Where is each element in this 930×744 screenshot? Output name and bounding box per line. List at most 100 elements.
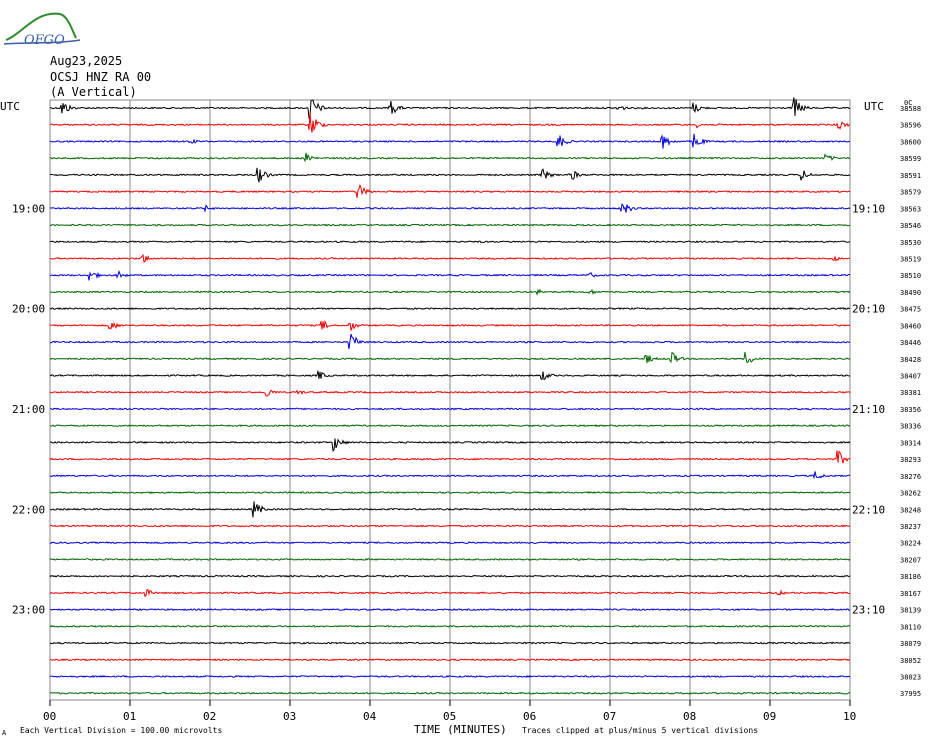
trace-offset-label: 38460 <box>900 322 921 330</box>
trace-offset-label: 38596 <box>900 122 921 130</box>
trace-row-8 <box>49 240 850 244</box>
trace-offset-label: 38407 <box>900 373 921 381</box>
trace-offset-label: 38224 <box>900 540 921 548</box>
scale-note: Each Vertical Division = 100.00 microvol… <box>20 726 222 735</box>
trace-offset-label: 38446 <box>900 339 921 347</box>
x-axis: 00 01 02 03 04 05 06 07 08 09 10 <box>43 700 856 723</box>
trace-offset-label: 38510 <box>900 272 921 280</box>
trace-offset-label: 38381 <box>900 389 921 397</box>
trace-row-28 <box>49 574 851 578</box>
trace-row-29 <box>49 589 851 598</box>
trace-row-2 <box>49 133 850 149</box>
trace-row-21 <box>49 450 851 464</box>
trace-offset-label: 38314 <box>900 439 921 447</box>
x-tick-label: 03 <box>283 710 296 723</box>
trace-row-15 <box>49 351 851 364</box>
hour-label-left: 22:00 <box>12 503 45 516</box>
utc-right-label: UTC <box>864 100 884 113</box>
hour-label-right: 23:10 <box>852 604 885 617</box>
x-tick-label: 07 <box>603 710 616 723</box>
x-tick-label: 00 <box>43 710 56 723</box>
trace-row-20 <box>49 438 851 452</box>
trace-offset-label: 38356 <box>900 406 921 414</box>
trace-row-4 <box>49 167 851 183</box>
trace-offset-label: 38023 <box>900 673 921 681</box>
trace-row-17 <box>49 389 851 397</box>
trace-offset-label: 38600 <box>900 138 921 146</box>
trace-offset-label: 38599 <box>900 155 921 163</box>
trace-row-3 <box>50 152 851 163</box>
trace-row-1 <box>49 112 851 133</box>
station-label: OCSJ HNZ RA 00 <box>50 70 152 84</box>
trace-offset-label: 38519 <box>900 255 921 263</box>
trace-row-19 <box>49 424 851 428</box>
trace-row-6 <box>49 203 851 213</box>
trace-row-27 <box>49 558 851 561</box>
trace-offset-label: 38167 <box>900 590 921 598</box>
x-tick-label: 05 <box>443 710 456 723</box>
trace-row-18 <box>49 407 851 411</box>
trace-offset-label: 38579 <box>900 189 921 197</box>
hour-label-right: 20:10 <box>852 303 885 316</box>
trace-row-30 <box>49 608 851 612</box>
trace-offset-label: 38563 <box>900 205 921 213</box>
date-label: Aug23,2025 <box>50 54 123 68</box>
trace-row-24 <box>49 501 851 518</box>
trace-offset-label: 38262 <box>900 490 921 498</box>
trace-row-10 <box>49 270 851 281</box>
trace-offset-label: 38336 <box>900 423 921 431</box>
trace-row-34 <box>49 674 851 678</box>
trace-offset-label: 38546 <box>900 222 921 230</box>
ofgo-logo: OFGO <box>3 12 81 48</box>
x-tick-label: 04 <box>363 710 377 723</box>
x-tick-label: 01 <box>123 710 136 723</box>
trace-offset-label: 38530 <box>900 239 921 247</box>
trace-offset-label: 38588 <box>900 105 921 113</box>
trace-row-32 <box>49 641 851 645</box>
hour-label-left: 23:00 <box>12 604 45 617</box>
utc-left-label: UTC <box>0 100 20 113</box>
row-labels: 38588 38596 38600 38599 38591 38579 38563 38546… <box>12 105 921 698</box>
trace-row-23 <box>49 491 851 495</box>
trace-row-16 <box>49 370 851 381</box>
trace-row-33 <box>49 658 851 662</box>
trace-offset-label: 38248 <box>900 506 921 514</box>
hour-label-right: 19:10 <box>852 202 885 215</box>
hour-label-right: 22:10 <box>852 503 885 516</box>
trace-offset-label: 37995 <box>900 690 921 698</box>
trace-offset-label: 38110 <box>900 623 921 631</box>
trace-offset-label: 38490 <box>900 289 921 297</box>
seismic-traces <box>49 97 851 695</box>
trace-offset-label: 38591 <box>900 172 921 180</box>
trace-offset-label: 38237 <box>900 523 921 531</box>
trace-row-5 <box>49 183 851 198</box>
bottom-left-mark: A <box>2 729 7 737</box>
hour-label-right: 21:10 <box>852 403 885 416</box>
trace-offset-label: 38428 <box>900 356 921 364</box>
right-top-mark: 0C <box>904 99 912 107</box>
trace-row-12 <box>49 307 851 311</box>
trace-offset-label: 38276 <box>900 473 921 481</box>
trace-row-9 <box>49 253 851 263</box>
trace-row-11 <box>49 288 851 296</box>
trace-row-26 <box>49 541 850 545</box>
trace-offset-label: 38079 <box>900 640 921 648</box>
trace-offset-label: 38293 <box>900 456 921 464</box>
trace-row-35 <box>49 691 851 695</box>
trace-offset-label: 38139 <box>900 607 921 615</box>
component-label: (A Vertical) <box>50 85 137 99</box>
hour-label-left: 21:00 <box>12 403 45 416</box>
trace-offset-label: 38207 <box>900 556 921 564</box>
hour-label-left: 20:00 <box>12 303 45 316</box>
trace-row-22 <box>49 471 850 480</box>
trace-row-14 <box>50 333 851 350</box>
x-tick-label: 09 <box>763 710 776 723</box>
trace-row-31 <box>49 624 851 628</box>
x-tick-label: 10 <box>843 710 856 723</box>
trace-row-13 <box>49 320 851 332</box>
trace-offset-label: 38052 <box>900 657 921 665</box>
trace-offset-label: 38186 <box>900 573 921 581</box>
x-tick-label: 02 <box>203 710 216 723</box>
xaxis-title: TIME (MINUTES) <box>414 723 507 736</box>
